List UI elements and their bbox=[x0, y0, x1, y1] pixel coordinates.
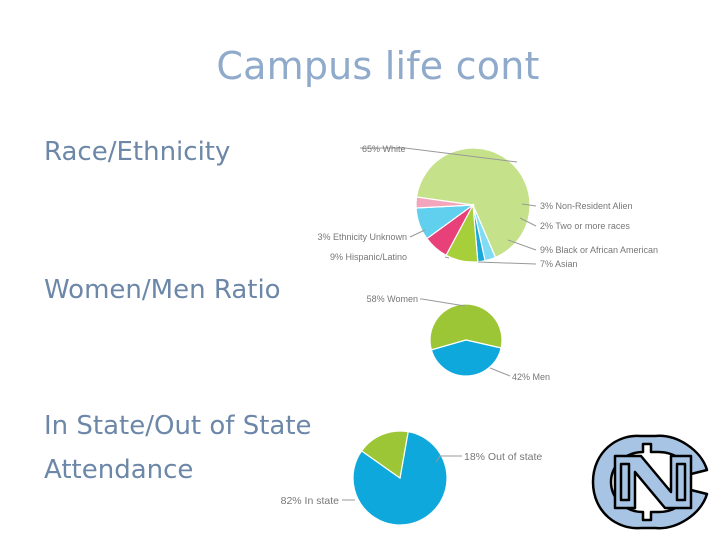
pie2-slice-1 bbox=[429, 303, 503, 351]
pie3-slice-2 bbox=[360, 430, 409, 480]
pie1-label-5: 7% Asian bbox=[540, 259, 578, 269]
pie2-leader-1 bbox=[420, 298, 466, 307]
pie1-leader-1 bbox=[360, 147, 518, 163]
pie2-leader-2 bbox=[489, 367, 511, 377]
pie2-label-1: 58% Women bbox=[367, 294, 418, 304]
slide-title: Campus life cont bbox=[216, 44, 540, 88]
label-in-out-state-line2: Attendance bbox=[44, 455, 194, 485]
pie2-label-2: 42% Men bbox=[512, 372, 550, 382]
pie2-slice-2 bbox=[430, 339, 502, 377]
pie1-label-1: 65% White bbox=[362, 144, 406, 154]
label-in-out-state: In State/Out of State Attendance bbox=[44, 404, 312, 492]
label-race-ethnicity: Race/Ethnicity bbox=[44, 137, 231, 167]
pie3-leader-2 bbox=[435, 455, 462, 463]
pie3-label-2: 18% Out of state bbox=[464, 451, 542, 463]
nc-logo-icon bbox=[591, 434, 709, 530]
pie3-label-1: 82% In state bbox=[281, 495, 340, 507]
pie1-leader-5 bbox=[477, 261, 537, 265]
pie1-leader-4 bbox=[507, 239, 537, 251]
label-women-men-ratio: Women/Men Ratio bbox=[44, 275, 281, 305]
pie1-leader-3 bbox=[519, 217, 537, 227]
pie1-label-2: 3% Non-Resident Alien bbox=[540, 201, 633, 211]
pie1-leader-2 bbox=[521, 203, 537, 207]
label-in-out-state-line1: In State/Out of State bbox=[44, 411, 312, 441]
pie1-label-6: 9% Hispanic/Latino bbox=[330, 252, 407, 262]
pie1-slice-1 bbox=[415, 147, 531, 259]
pie1-label-4: 9% Black or African American bbox=[540, 245, 658, 255]
pie1-slice-7 bbox=[415, 196, 474, 209]
pie1-label-3: 2% Two or more races bbox=[540, 221, 630, 231]
pie1-label-7: 3% Ethnicity Unknown bbox=[317, 232, 407, 242]
pie1-leader-7 bbox=[409, 229, 426, 238]
pie1-leader-6 bbox=[444, 256, 450, 259]
